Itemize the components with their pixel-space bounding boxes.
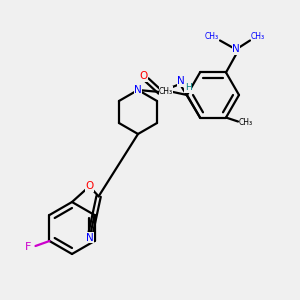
Text: H: H [184,83,191,92]
Text: N: N [232,44,240,55]
Text: CH₃: CH₃ [159,86,173,95]
Text: CH₃: CH₃ [239,118,253,127]
Text: O: O [139,71,147,81]
Text: CH₃: CH₃ [251,32,265,41]
Text: F: F [25,242,32,252]
Text: N: N [134,85,142,95]
Text: CH₃: CH₃ [205,32,219,41]
Text: N: N [177,76,185,86]
Text: N: N [86,233,94,243]
Text: O: O [85,181,94,191]
